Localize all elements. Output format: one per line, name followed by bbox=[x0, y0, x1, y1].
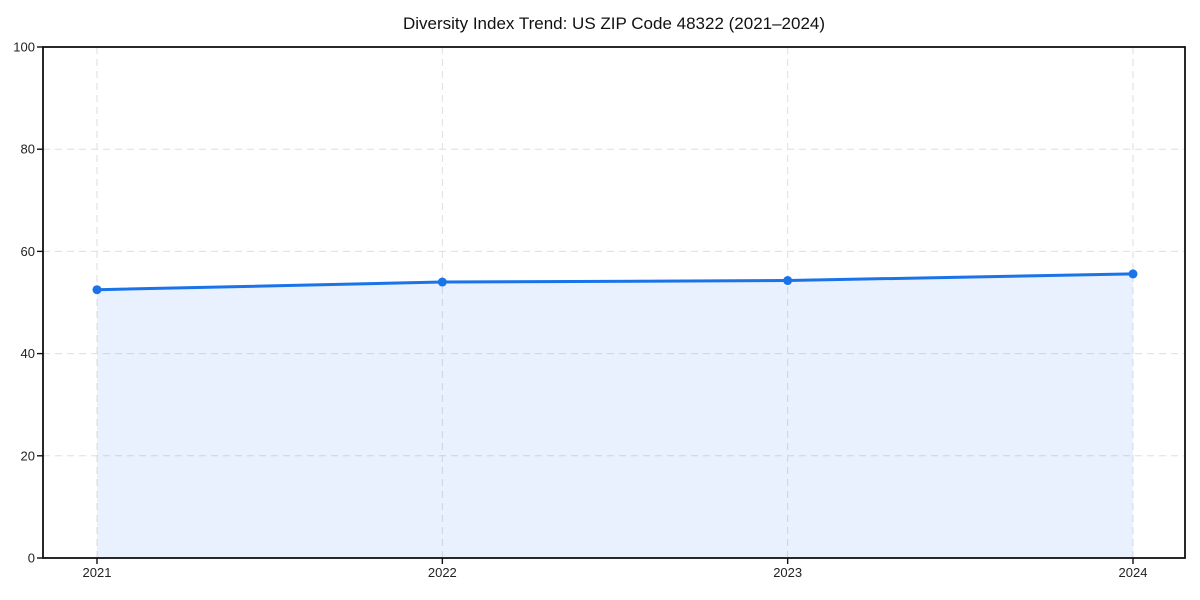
x-tick-label: 2021 bbox=[83, 565, 112, 580]
y-tick-label: 80 bbox=[21, 142, 35, 157]
data-point-marker bbox=[92, 285, 102, 295]
x-tick-label: 2024 bbox=[1119, 565, 1148, 580]
area-fill bbox=[97, 273, 1133, 558]
y-tick-label: 0 bbox=[28, 551, 35, 566]
plot-area: 0 20 40 60 80 100 2021 2022 2023 2024 bbox=[13, 40, 1186, 580]
y-tick-label: 60 bbox=[21, 244, 35, 259]
x-tick-label: 2022 bbox=[428, 565, 457, 580]
data-point-marker bbox=[1128, 269, 1138, 279]
trend-line bbox=[95, 272, 1135, 292]
y-tick-label: 100 bbox=[13, 40, 35, 55]
y-tick-label: 20 bbox=[21, 448, 35, 463]
y-tick-label: 40 bbox=[21, 346, 35, 361]
chart-title: Diversity Index Trend: US ZIP Code 48322… bbox=[403, 14, 825, 33]
data-point-marker bbox=[437, 277, 447, 287]
data-point-marker bbox=[783, 276, 793, 286]
x-tick-label: 2023 bbox=[773, 565, 802, 580]
plot-border bbox=[42, 46, 1186, 559]
